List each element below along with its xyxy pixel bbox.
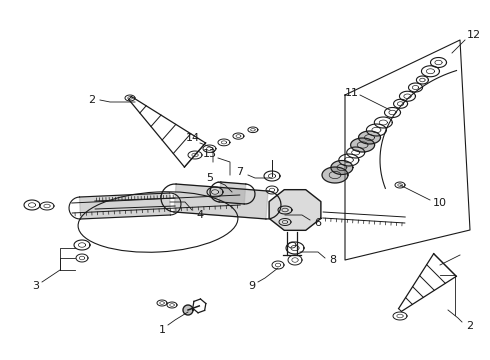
Text: 12: 12 (467, 30, 481, 40)
Polygon shape (322, 167, 348, 183)
Text: 5: 5 (206, 173, 214, 183)
Text: 8: 8 (329, 255, 337, 265)
Text: 2: 2 (88, 95, 96, 105)
Text: 3: 3 (32, 281, 40, 291)
Text: 7: 7 (237, 167, 244, 177)
Polygon shape (174, 184, 268, 219)
Polygon shape (359, 131, 381, 144)
Text: 6: 6 (315, 218, 321, 228)
Polygon shape (331, 161, 353, 175)
Polygon shape (79, 193, 171, 219)
Text: 10: 10 (433, 198, 447, 208)
Polygon shape (351, 138, 374, 152)
Text: 1: 1 (158, 325, 166, 335)
Text: 14: 14 (186, 133, 200, 143)
Text: 13: 13 (203, 149, 217, 159)
Polygon shape (183, 305, 193, 315)
Text: 4: 4 (196, 210, 203, 220)
Polygon shape (269, 190, 321, 230)
Text: 9: 9 (248, 281, 256, 291)
Text: 2: 2 (466, 321, 473, 331)
Text: 11: 11 (345, 88, 359, 98)
Polygon shape (219, 182, 246, 204)
